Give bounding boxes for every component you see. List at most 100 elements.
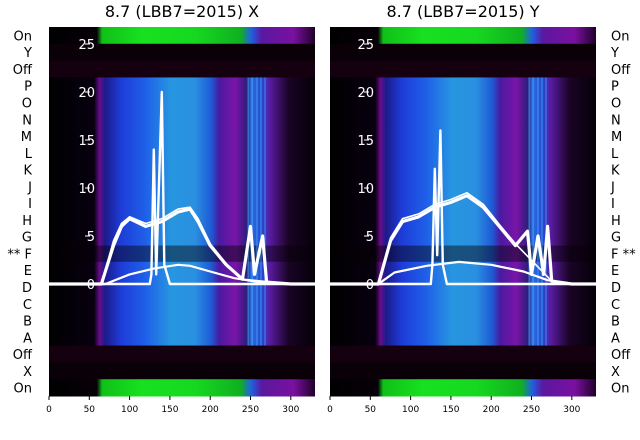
x-tick-label: 150: [442, 405, 459, 415]
y-tick-label: 5: [366, 230, 374, 245]
heatmap-row: [330, 245, 596, 263]
series-line: [330, 192, 596, 285]
heatmap-row: [49, 379, 315, 397]
row-label: E: [611, 264, 619, 279]
heatmap-row: [330, 379, 596, 397]
row-label: On: [611, 29, 629, 44]
row-label: X: [611, 365, 620, 380]
row-label: D: [611, 281, 621, 296]
row-label: J: [27, 180, 32, 195]
series-line: [330, 129, 596, 286]
y-tick-label: 20: [357, 86, 374, 101]
x-tick-label: 250: [242, 405, 259, 415]
y-tick-label: 5: [87, 230, 95, 245]
row-label: ** F: [7, 247, 32, 262]
row-label: F **: [611, 247, 636, 262]
y-tick-label: 15: [357, 134, 374, 149]
row-label: G: [22, 231, 32, 246]
x-tick-label: 150: [161, 405, 178, 415]
heatmap-row: [49, 245, 315, 263]
x-tick-label: 250: [523, 405, 540, 415]
heatmap-row: [49, 362, 315, 380]
row-label: M: [611, 130, 622, 145]
x-tick-label: 0: [46, 405, 52, 415]
y-tick-label: 20: [78, 86, 95, 101]
x-tick-label: 100: [402, 405, 419, 415]
row-label: I: [611, 197, 615, 212]
heatmap-row: [330, 312, 596, 330]
row-label: B: [611, 315, 620, 330]
row-label: On: [611, 382, 629, 397]
row-label: C: [23, 298, 32, 313]
row-label: N: [22, 113, 32, 128]
row-label: Off: [13, 348, 33, 363]
row-label: O: [22, 96, 32, 111]
row-label: A: [23, 331, 32, 346]
row-label: H: [22, 214, 32, 229]
row-label: Off: [611, 63, 631, 78]
heatmap-off-band: [330, 60, 596, 78]
x-tick-label: 0: [327, 405, 333, 415]
row-label: B: [23, 315, 32, 330]
series-line: [49, 206, 315, 285]
heatmap-row: [330, 110, 596, 129]
heatmap-row: [330, 27, 596, 45]
row-label: Off: [13, 63, 33, 78]
row-label: D: [22, 281, 32, 296]
row-label: L: [25, 147, 33, 162]
series-line: [49, 207, 315, 286]
row-label: G: [611, 231, 621, 246]
heatmap-row: [49, 328, 315, 347]
heatmap-row: [330, 328, 596, 347]
series-line: [330, 260, 596, 286]
series-line: [49, 90, 315, 286]
heatmap-row: [49, 161, 315, 179]
heatmap-row: [330, 295, 596, 313]
heatmap-off-band: [49, 60, 315, 78]
x-tick-label: 300: [563, 405, 580, 415]
row-label: P: [24, 80, 32, 95]
y-tick-label: 15: [78, 134, 95, 149]
row-label: J: [610, 180, 615, 195]
heatmap-row: [330, 161, 596, 179]
x-tick-label: 300: [282, 405, 299, 415]
row-label: On: [14, 382, 32, 397]
chart-title: 8.7 (LBB7=2015) Y: [386, 2, 539, 21]
row-label: L: [611, 147, 619, 162]
row-label: H: [611, 214, 621, 229]
series-line: [49, 263, 315, 286]
row-label: A: [611, 331, 620, 346]
row-label: N: [611, 113, 621, 128]
y-tick-label: 10: [78, 182, 95, 197]
heatmap-off-band: [330, 345, 596, 363]
heatmap-row: [330, 362, 596, 380]
heatmap-row: [330, 261, 596, 280]
heatmap-off-band: [49, 345, 315, 363]
row-label: O: [611, 96, 621, 111]
heatmap-row: [49, 27, 315, 45]
row-label: Y: [610, 46, 619, 61]
series-line: [330, 194, 596, 286]
row-label: M: [21, 130, 32, 145]
heatmap-row: [330, 43, 596, 62]
row-label: Y: [23, 46, 32, 61]
heatmap-row: [330, 211, 596, 229]
row-label: E: [24, 264, 32, 279]
row-label: I: [28, 197, 32, 212]
row-label: K: [23, 164, 32, 179]
heatmap-row: [49, 312, 315, 330]
x-tick-label: 200: [483, 405, 500, 415]
y-tick-label: 25: [78, 38, 95, 53]
row-label: X: [23, 365, 32, 380]
chart-title: 8.7 (LBB7=2015) X: [105, 2, 259, 21]
x-tick-label: 50: [365, 405, 377, 415]
x-tick-label: 100: [121, 405, 138, 415]
row-label: K: [611, 164, 620, 179]
y-tick-label: 25: [357, 38, 374, 53]
heatmap-row: [49, 43, 315, 62]
heatmap-row: [49, 295, 315, 313]
row-label: C: [611, 298, 620, 313]
x-tick-label: 50: [84, 405, 96, 415]
y-tick-label: 10: [357, 182, 374, 197]
